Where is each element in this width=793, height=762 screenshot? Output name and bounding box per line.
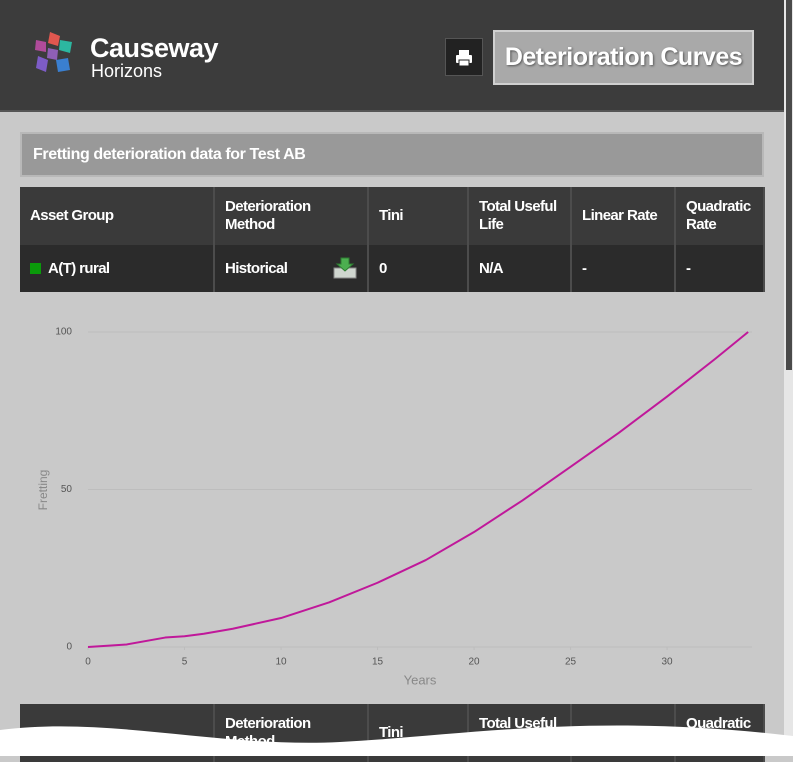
y-tick-label: 100: [55, 327, 72, 338]
scrollbar-thumb[interactable]: [786, 0, 792, 370]
section-title: Fretting deterioration data for Test AB: [20, 132, 764, 177]
cell: 0: [368, 245, 469, 292]
x-tick-label: 0: [85, 657, 91, 668]
data-table: Asset Group Deterioration Method Tini To…: [20, 187, 765, 292]
x-axis-label: Years: [404, 672, 437, 687]
header-cell: Deterioration Method: [214, 704, 369, 762]
header-cell: Total Useful Life: [468, 704, 572, 762]
cell: -: [675, 245, 765, 292]
cell: Historical: [214, 245, 369, 292]
x-tick-label: 5: [182, 657, 188, 668]
x-tick-label: 30: [662, 657, 674, 668]
legend-swatch: [30, 262, 41, 274]
print-button[interactable]: [445, 38, 483, 76]
header-row: Asset Group Deterioration Method Tini To…: [20, 187, 765, 245]
scrollbar-track[interactable]: [784, 0, 793, 756]
header-cell: Tini: [368, 187, 469, 245]
print-icon: [456, 50, 472, 67]
header-cell: Linear Rate: [571, 704, 676, 762]
header-cell: Total Useful Life: [468, 187, 572, 245]
header-cell: Linear Rate: [571, 187, 676, 245]
repeated-table-header: Asset Group Deterioration Method Tini To…: [20, 704, 765, 762]
logo-text: Causeway: [90, 33, 219, 63]
header-cell: Quadratic Rate: [675, 704, 765, 762]
page-title: Deterioration Curves: [493, 30, 754, 85]
cell: -: [571, 245, 676, 292]
download-icon[interactable]: [333, 256, 357, 280]
logo-icon: [35, 32, 72, 72]
app-header: Causeway Horizons Deterioration Curves: [0, 0, 793, 112]
data-line: [87, 331, 749, 648]
chart: Fretting Years 0 50 100 0 5 10 15 20 25 30: [36, 327, 752, 687]
header-cell: Tini: [368, 704, 469, 762]
header-cell: Quadratic Rate: [675, 187, 765, 245]
x-tick-label: 25: [565, 657, 577, 668]
cell: N/A: [468, 245, 572, 292]
cell-text: Historical: [225, 259, 288, 277]
x-tick-label: 20: [468, 657, 480, 668]
y-axis-label: Fretting: [36, 470, 50, 511]
logo-subtext: Horizons: [91, 61, 163, 81]
y-tick-label: 0: [66, 642, 72, 653]
x-tick-label: 10: [275, 657, 287, 668]
cell: A(T) rural: [20, 245, 215, 292]
header-row: Asset Group Deterioration Method Tini To…: [20, 704, 765, 762]
x-tick-label: 15: [372, 657, 384, 668]
header-cell: Asset Group: [20, 187, 215, 245]
header-cell: Deterioration Method: [214, 187, 369, 245]
header-cell: Asset Group: [20, 704, 215, 762]
data-row: A(T) rural Historical 0 N/A - -: [20, 245, 765, 292]
y-tick-label: 50: [61, 484, 73, 495]
cell-text: A(T) rural: [48, 259, 110, 277]
